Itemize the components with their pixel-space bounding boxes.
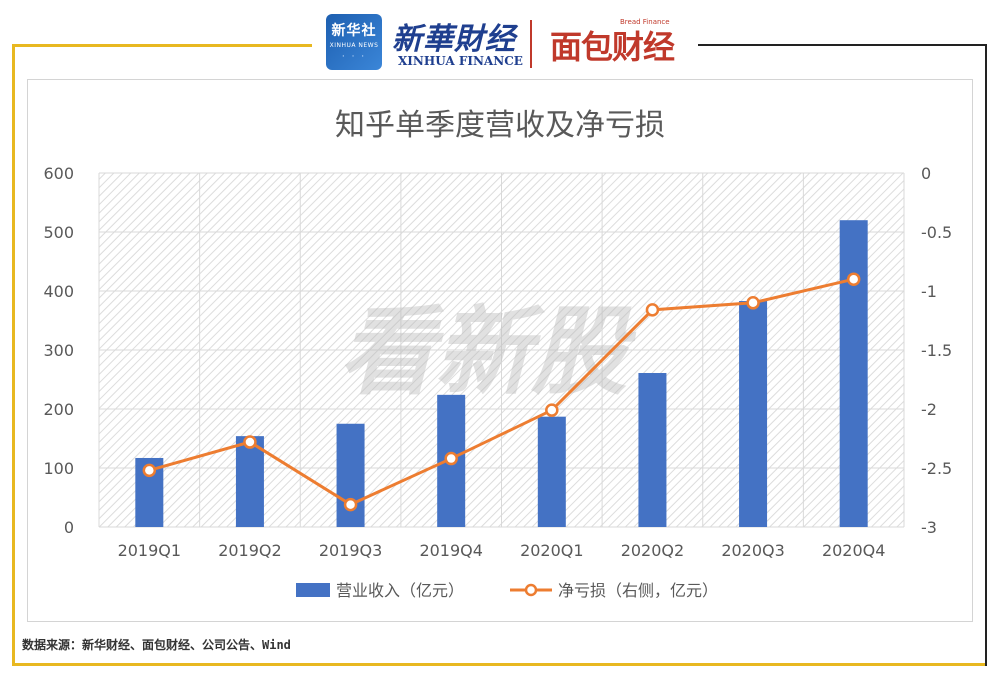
- xinhua-seal-text: 新华社: [331, 23, 377, 39]
- legend-line-label: 净亏损（右侧，亿元）: [558, 581, 718, 600]
- left-axis-tick-label: 100: [43, 459, 74, 478]
- revenue-bar-2020Q4: [839, 220, 868, 527]
- x-axis-tick-label: 2019Q2: [218, 541, 282, 560]
- net-loss-point-2019Q1: [142, 463, 157, 478]
- chart-title: 知乎单季度营收及净亏损: [335, 108, 665, 143]
- x-axis-tick-label: 2019Q1: [118, 541, 182, 560]
- chart-canvas: 知乎单季度营收及净亏损 看新股 0 100 200 300 400 500 600 -3 -2…: [43, 108, 952, 600]
- bread-finance-logo-en: Bread Finance: [620, 18, 670, 26]
- xinhua-seal-en: XINHUA NEWS: [329, 42, 379, 49]
- right-axis-tick-label: -1.5: [921, 341, 952, 360]
- right-axis-tick-label: -2.5: [921, 459, 952, 478]
- right-axis-tick-label: -1: [921, 282, 937, 301]
- x-axis-ticks: 2019Q1 2019Q2 2019Q3 2019Q4 2020Q1 2020Q2 2020…: [118, 541, 886, 560]
- net-loss-point-2020Q2: [645, 303, 660, 317]
- revenue-bars: [135, 220, 868, 527]
- bread-finance-logo-text: 面包财经: [550, 28, 675, 66]
- net-loss-point-2020Q4: [846, 272, 861, 286]
- net-loss-point-2019Q2: [243, 435, 257, 449]
- x-axis-tick-label: 2020Q2: [621, 541, 685, 560]
- right-axis-tick-label: 0: [921, 164, 931, 183]
- left-axis-tick-label: 500: [43, 223, 74, 242]
- x-axis-tick-label: 2019Q3: [319, 541, 383, 560]
- x-axis-tick-label: 2019Q4: [419, 541, 483, 560]
- right-axis-ticks: -3 -2.5 -2 -1.5 -1 -0.5 0: [921, 164, 952, 537]
- revenue-bar-2020Q2: [638, 373, 667, 527]
- net-loss-point-2020Q3: [746, 296, 760, 310]
- net-loss-polyline: [148, 277, 855, 507]
- revenue-bar-2020Q3: [739, 301, 768, 527]
- chart-legend: 营业收入（亿元） 净亏损（右侧，亿元）: [296, 581, 718, 600]
- frame-right-line: [985, 44, 987, 666]
- gridlines: [98, 172, 905, 528]
- net-loss-point-2019Q3: [343, 497, 358, 512]
- revenue-bar-2019Q2: [235, 436, 264, 527]
- watermark-text: 看新股: [339, 296, 637, 408]
- net-loss-point-2020Q1: [545, 403, 559, 417]
- left-axis-ticks: 0 100 200 300 400 500 600: [43, 164, 74, 537]
- x-axis-tick-label: 2020Q3: [721, 541, 785, 560]
- xinhua-finance-logo-text: 新華財经: [392, 22, 516, 57]
- legend-line-marker: [524, 583, 538, 597]
- x-axis-tick-label: 2020Q4: [822, 541, 886, 560]
- seal-dots-decoration: · · ·: [341, 52, 367, 62]
- right-axis-tick-label: -3: [921, 518, 937, 537]
- legend-bar-swatch: [296, 583, 330, 597]
- left-axis-tick-label: 200: [43, 400, 74, 419]
- chart-panel: 知乎单季度营收及净亏损 看新股 0 100 200 300 400 500 600 -3 -2…: [27, 79, 973, 622]
- xinhua-finance-logo-en: XINHUA FINANCE: [398, 54, 523, 68]
- revenue-bar-2019Q3: [336, 423, 365, 527]
- logo-divider: [530, 20, 532, 68]
- xinhua-news-logo: 新华社 XINHUA NEWS · · ·: [326, 14, 382, 70]
- left-axis-tick-label: 0: [64, 518, 74, 537]
- left-axis-tick-label: 600: [43, 164, 74, 183]
- revenue-bar-2020Q1: [537, 416, 566, 527]
- source-note: 数据来源：新华财经、面包财经、公司公告、Wind: [22, 638, 291, 652]
- frame-left-line: [12, 44, 15, 666]
- frame-top-left-line: [12, 44, 312, 47]
- right-axis-tick-label: -0.5: [921, 223, 952, 242]
- left-axis-tick-label: 300: [43, 341, 74, 360]
- frame-top-right-line: [690, 44, 987, 46]
- right-axis-tick-label: -2: [921, 400, 937, 419]
- legend-bar-label: 营业收入（亿元）: [336, 581, 464, 600]
- left-axis-tick-label: 400: [43, 282, 74, 301]
- net-loss-point-2019Q4: [444, 451, 458, 466]
- frame-bottom-line: [12, 663, 987, 666]
- x-axis-tick-label: 2020Q1: [520, 541, 584, 560]
- net-loss-line: [142, 272, 861, 512]
- header-logos: 新华社 XINHUA NEWS · · · 新華財经 XINHUA FINANC…: [318, 6, 698, 72]
